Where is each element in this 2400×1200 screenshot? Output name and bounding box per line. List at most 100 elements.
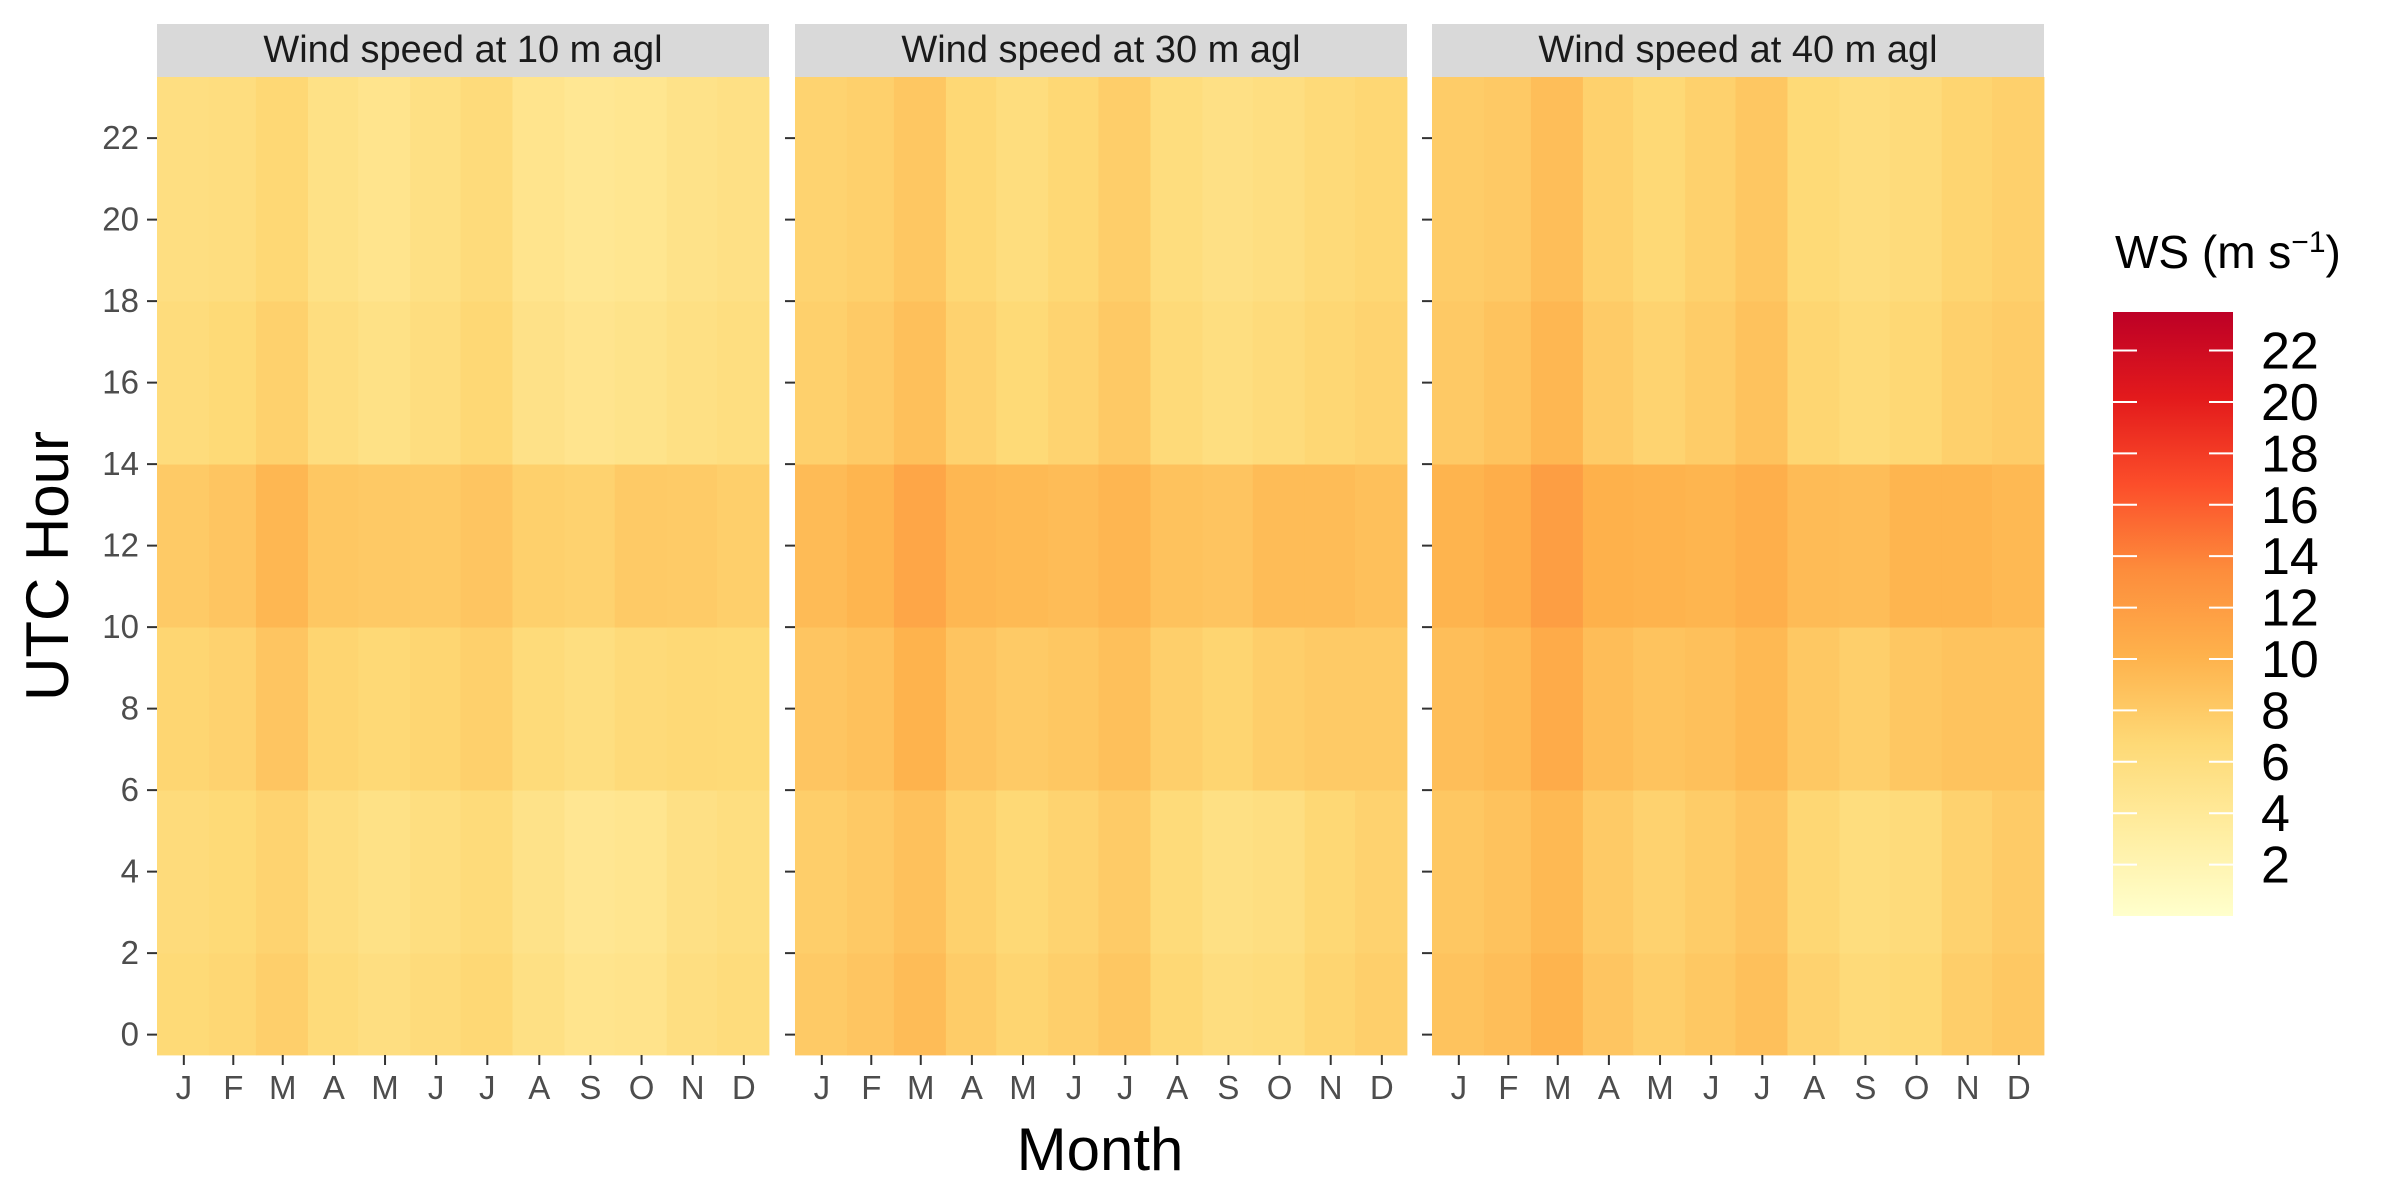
x-tick-label: M <box>1544 1069 1572 1106</box>
heatmap-cell <box>846 953 895 1056</box>
heatmap-cell <box>1530 464 1584 628</box>
heatmap-cell <box>945 790 997 954</box>
x-tick-label: J <box>1754 1069 1771 1106</box>
heatmap-cell <box>893 77 947 302</box>
heatmap-cell <box>996 77 1049 302</box>
legend-label: 18 <box>2261 425 2319 483</box>
x-tick-label: A <box>528 1069 550 1106</box>
heatmap-cell <box>1633 77 1686 302</box>
heatmap-cell <box>512 627 565 791</box>
heatmap-cell <box>1889 790 1943 954</box>
heatmap-cell <box>1304 77 1356 302</box>
heatmap-cell <box>1839 464 1891 628</box>
heatmap-cell <box>1432 627 1485 791</box>
facet-panel: Wind speed at 10 m agl 0 2 4 6 8 10 12 14 16 18 20 2… <box>102 24 770 1106</box>
heatmap-cell <box>795 77 848 302</box>
heatmap-cell <box>1098 790 1151 954</box>
heatmap-cell <box>1582 627 1634 791</box>
heatmap-cell <box>1582 301 1634 465</box>
heatmap-cell <box>1992 790 2045 954</box>
heatmap-cell <box>1941 77 1993 302</box>
x-tick-label: A <box>961 1069 983 1106</box>
heatmap-cell <box>1252 77 1306 302</box>
heatmap-cell <box>893 464 947 628</box>
heatmap-cell <box>255 77 309 302</box>
heatmap-cell <box>1941 464 1993 628</box>
heatmap-cell <box>614 953 668 1056</box>
heatmap-cells <box>157 77 770 1056</box>
heatmap-cell <box>614 301 668 465</box>
heatmap-cell <box>1432 77 1485 302</box>
heatmap-cell <box>795 464 848 628</box>
heatmap-cell <box>614 77 668 302</box>
heatmap-cell <box>1735 301 1788 465</box>
legend-label: 4 <box>2261 785 2290 843</box>
heatmap-cell <box>358 464 411 628</box>
heatmap-cell <box>1787 790 1840 954</box>
heatmap-cell <box>208 301 257 465</box>
heatmap-cell <box>1252 627 1306 791</box>
x-tick-label: M <box>907 1069 935 1106</box>
heatmap-cell <box>1992 301 2045 465</box>
heatmap-cell <box>1839 301 1891 465</box>
heatmap-cell <box>1735 790 1788 954</box>
legend-label: 20 <box>2261 374 2319 432</box>
heatmap-cell <box>208 953 257 1056</box>
heatmap-cell <box>1355 627 1408 791</box>
heatmap-cell <box>1304 790 1356 954</box>
heatmap-cell <box>208 627 257 791</box>
legend-colorbar <box>2113 312 2233 916</box>
heatmap-cell <box>1098 77 1151 302</box>
heatmap-cell <box>410 627 461 791</box>
heatmap-cell <box>1941 301 1993 465</box>
heatmap-cell <box>255 464 309 628</box>
heatmap-cell <box>460 627 513 791</box>
x-tick-label: M <box>1009 1069 1037 1106</box>
y-tick-label: 12 <box>102 527 139 564</box>
heatmap-cell <box>1355 464 1408 628</box>
heatmap-cell <box>1355 77 1408 302</box>
heatmap-cell <box>1582 790 1634 954</box>
heatmap-cell <box>1530 953 1584 1056</box>
heatmap-cell <box>157 790 210 954</box>
y-axis-title: UTC Hour <box>14 431 81 701</box>
heatmap-cell <box>1582 464 1634 628</box>
heatmap-cell <box>996 301 1049 465</box>
y-tick-label: 0 <box>121 1016 139 1053</box>
heatmap-cell <box>512 790 565 954</box>
heatmap-cell <box>1889 627 1943 791</box>
heatmap-cell <box>307 627 359 791</box>
x-tick-label: J <box>428 1069 445 1106</box>
heatmap-cell <box>1889 301 1943 465</box>
heatmap-cell <box>1582 77 1634 302</box>
heatmap-cell <box>666 77 718 302</box>
heatmap-cell <box>307 301 359 465</box>
heatmap-cell <box>945 627 997 791</box>
heatmap-cells <box>1432 77 2045 1056</box>
heatmap-cell <box>255 627 309 791</box>
heatmap-cell <box>666 790 718 954</box>
legend-label: 16 <box>2261 477 2319 535</box>
heatmap-cell <box>208 790 257 954</box>
heatmap-cell <box>1839 77 1891 302</box>
heatmap-cell <box>1633 301 1686 465</box>
legend-label: 12 <box>2261 580 2319 638</box>
x-tick-label: A <box>1803 1069 1825 1106</box>
heatmap-cell <box>1889 77 1943 302</box>
heatmap-cell <box>996 790 1049 954</box>
heatmap-cell <box>157 953 210 1056</box>
heatmap-cell <box>1839 627 1891 791</box>
heatmap-cell <box>1787 77 1840 302</box>
heatmap-cell <box>564 464 616 628</box>
heatmap-cell <box>893 953 947 1056</box>
heatmap-cell <box>795 301 848 465</box>
heatmap-cell <box>1150 953 1203 1056</box>
heatmap-cell <box>1048 464 1099 628</box>
heatmap-cell <box>358 953 411 1056</box>
heatmap-cell <box>1202 301 1254 465</box>
y-tick-label: 20 <box>102 201 139 238</box>
heatmap-cell <box>1530 77 1584 302</box>
